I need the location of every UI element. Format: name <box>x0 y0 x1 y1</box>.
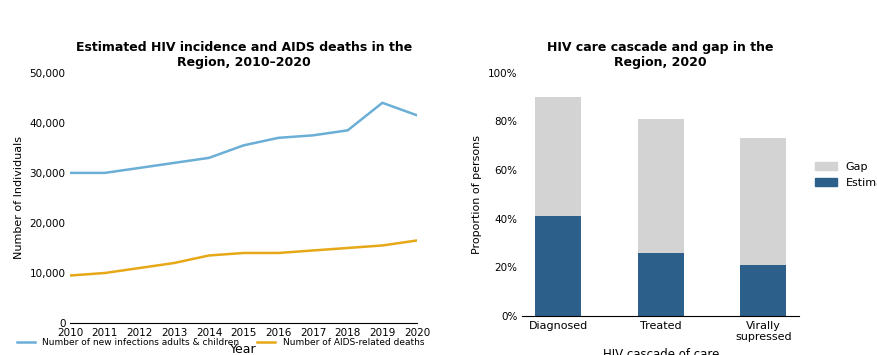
Bar <box>637 253 683 316</box>
Number of AIDS-related deaths <box>100 271 111 275</box>
Legend: Gap, Estimate: Gap, Estimate <box>809 158 877 192</box>
Number of AIDS-related deaths <box>239 251 249 255</box>
Number of new infections adults & children <box>308 133 318 137</box>
Number of new infections adults & children <box>377 101 388 105</box>
Title: HIV care cascade and gap in the
Region, 2020: HIV care cascade and gap in the Region, … <box>547 41 773 69</box>
Text: Major gaps towards the
90:90:90 goals: Major gaps towards the 90:90:90 goals <box>567 17 770 49</box>
Bar <box>739 265 786 316</box>
Y-axis label: Proportion of persons: Proportion of persons <box>472 135 482 254</box>
Y-axis label: Number of Individuals: Number of Individuals <box>14 136 24 260</box>
Number of AIDS-related deaths <box>411 238 422 242</box>
Number of AIDS-related deaths <box>273 251 283 255</box>
Number of AIDS-related deaths <box>134 266 145 270</box>
Bar <box>534 216 581 316</box>
Title: Estimated HIV incidence and AIDS deaths in the
Region, 2010–2020: Estimated HIV incidence and AIDS deaths … <box>75 41 411 69</box>
Number of new infections adults & children <box>239 143 249 147</box>
Text: A concentrated HIV epidemic among key
populations, but one that keeps growing: A concentrated HIV epidemic among key po… <box>42 17 392 49</box>
X-axis label: HIV cascade of care: HIV cascade of care <box>602 348 718 355</box>
Line: Number of new infections adults & children: Number of new infections adults & childr… <box>70 103 417 173</box>
Number of AIDS-related deaths <box>377 243 388 247</box>
Number of new infections adults & children <box>134 166 145 170</box>
Line: Number of AIDS-related deaths: Number of AIDS-related deaths <box>70 240 417 275</box>
Bar <box>534 97 581 216</box>
Number of new infections adults & children <box>203 156 214 160</box>
Legend: Number of new infections adults & children, Number of AIDS-related deaths: Number of new infections adults & childr… <box>13 334 427 350</box>
Number of AIDS-related deaths <box>65 273 75 278</box>
Number of new infections adults & children <box>342 128 353 132</box>
Number of new infections adults & children <box>273 136 283 140</box>
Number of AIDS-related deaths <box>308 248 318 253</box>
Number of new infections adults & children <box>169 161 180 165</box>
Number of new infections adults & children <box>65 171 75 175</box>
Number of AIDS-related deaths <box>342 246 353 250</box>
Bar <box>637 119 683 253</box>
Number of new infections adults & children <box>411 113 422 118</box>
Number of AIDS-related deaths <box>169 261 180 265</box>
Number of AIDS-related deaths <box>203 253 214 258</box>
Number of new infections adults & children <box>100 171 111 175</box>
Bar <box>739 138 786 265</box>
X-axis label: Year: Year <box>230 344 257 355</box>
